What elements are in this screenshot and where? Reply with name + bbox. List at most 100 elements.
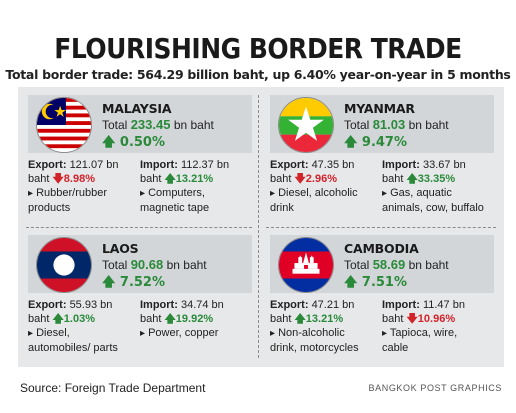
import-items: Gas, aquatic [390, 187, 452, 199]
export-column: Export: 47.21 bn baht 🡅13.21% ▸ Non-alco… [270, 298, 382, 355]
total-value: 81.03 [372, 117, 406, 132]
arrow-up-icon: 🡅 [164, 313, 176, 325]
import-unit: baht [140, 313, 162, 325]
export-label: Export: [28, 299, 67, 311]
arrow-up-icon: 🡅 [406, 173, 418, 185]
growth-value: 7.52% [119, 275, 166, 290]
import-unit: baht [382, 313, 404, 325]
export-unit: baht [270, 313, 292, 325]
import-unit: baht [382, 173, 404, 185]
laos-flag-icon [36, 237, 92, 293]
export-unit: baht [270, 173, 292, 185]
import-label: Import: [382, 159, 420, 171]
total-unit: bn baht [166, 258, 207, 272]
import-pct: 19.92% [175, 313, 214, 325]
triangle-bullet-icon: ▸ [140, 188, 146, 199]
export-column: Export: 121.07 bn baht 🡇8.98% ▸ Rubber/r… [28, 158, 140, 215]
country-card-laos: LAOS Total 90.68 bn baht 🡅 7.52% Export:… [22, 231, 252, 363]
export-items: Diesel, [36, 327, 70, 339]
total-unit: bn baht [408, 258, 449, 272]
export-change: 🡇2.96% [294, 173, 337, 185]
export-column: Export: 47.35 bn baht 🡇2.96% ▸ Diesel, a… [270, 158, 382, 215]
export-change: 🡅13.21% [294, 313, 343, 325]
total-prefix: Total [344, 258, 370, 272]
country-growth: 🡅 7.52% [102, 273, 165, 295]
import-items: cable [382, 342, 409, 354]
import-column: Import: 11.47 bn baht 🡇10.96% ▸ Tapioca,… [382, 298, 494, 355]
total-value: 233.45 [130, 117, 171, 132]
total-unit: bn baht [408, 118, 449, 132]
country-total: Total 58.69 bn baht [344, 257, 449, 272]
country-name: LAOS [102, 241, 139, 256]
arrow-up-icon: 🡅 [102, 275, 116, 290]
import-column: Import: 112.37 bn baht 🡅13.21% ▸ Compute… [140, 158, 252, 215]
triangle-bullet-icon: ▸ [28, 328, 34, 339]
arrow-up-icon: 🡅 [102, 135, 116, 150]
country-name: CAMBODIA [344, 241, 419, 256]
export-label: Export: [28, 159, 67, 171]
export-unit: baht [28, 313, 50, 325]
country-card-myanmar: MYANMAR Total 81.03 bn baht 🡅 9.47% Expo… [264, 91, 494, 223]
country-header: LAOS Total 90.68 bn baht 🡅 7.52% [28, 235, 252, 293]
import-items: Computers, [148, 187, 205, 199]
arrow-down-icon: 🡇 [406, 313, 418, 325]
export-column: Export: 55.93 bn baht 🡅1.03% ▸ Diesel, a… [28, 298, 140, 355]
country-name: MYANMAR [344, 101, 415, 116]
growth-value: 0.50% [119, 135, 166, 150]
export-value: 47.21 bn [311, 299, 355, 311]
arrow-up-icon: 🡅 [164, 173, 176, 185]
source-note: Source: Foreign Trade Department [20, 381, 206, 395]
export-items: products [28, 202, 71, 214]
export-unit: baht [28, 173, 50, 185]
triangle-bullet-icon: ▸ [28, 188, 34, 199]
country-header: MYANMAR Total 81.03 bn baht 🡅 9.47% [270, 95, 494, 153]
import-value: 34.74 bn [180, 299, 224, 311]
import-pct: 33.35% [417, 173, 456, 185]
import-change: 🡅33.35% [406, 173, 455, 185]
export-label: Export: [270, 299, 309, 311]
import-items: Tapioca, wire, [389, 327, 458, 339]
arrow-up-icon: 🡅 [52, 313, 64, 325]
country-growth: 🡅 7.51% [344, 273, 407, 295]
import-column: Import: 34.74 bn baht 🡅19.92% ▸ Power, c… [140, 298, 252, 341]
arrow-down-icon: 🡇 [294, 173, 306, 185]
import-items: animals, cow, buffalo [382, 202, 484, 214]
import-items: magnetic tape [140, 202, 210, 214]
import-pct: 10.96% [417, 313, 456, 325]
total-prefix: Total [102, 118, 128, 132]
total-value: 90.68 [130, 257, 164, 272]
malaysia-flag-icon [36, 97, 92, 153]
triangle-bullet-icon: ▸ [270, 328, 276, 339]
total-unit: bn baht [173, 118, 214, 132]
import-change: 🡅13.21% [164, 173, 213, 185]
graphics-credit: BANGKOK POST GRAPHICS [368, 383, 502, 393]
export-items: automobiles/ parts [28, 342, 118, 354]
total-value: 58.69 [372, 257, 406, 272]
country-total: Total 233.45 bn baht [102, 117, 214, 132]
import-items: Power, copper [148, 327, 219, 339]
export-items: Rubber/rubber [36, 187, 108, 199]
export-value: 47.35 bn [311, 159, 355, 171]
country-card-malaysia: MALAYSIA Total 233.45 bn baht 🡅 0.50% Ex… [22, 91, 252, 223]
horizontal-divider-right [266, 227, 496, 228]
export-items: Diesel, alcoholic [278, 187, 358, 199]
growth-value: 9.47% [361, 135, 408, 150]
arrow-up-icon: 🡅 [294, 313, 306, 325]
country-growth: 🡅 9.47% [344, 133, 407, 155]
import-pct: 13.21% [175, 173, 214, 185]
country-growth: 🡅 0.50% [102, 133, 165, 155]
arrow-up-icon: 🡅 [344, 135, 358, 150]
infographic-title: FLOURISHING BORDER TRADE [54, 32, 462, 65]
country-card-cambodia: CAMBODIA Total 58.69 bn baht 🡅 7.51% Exp… [264, 231, 494, 363]
infographic-subtitle: Total border trade: 564.29 billion baht,… [5, 67, 511, 82]
myanmar-flag-icon [278, 97, 334, 153]
arrow-down-icon: 🡇 [52, 173, 64, 185]
import-change: 🡇10.96% [406, 313, 455, 325]
export-value: 121.07 bn [69, 159, 119, 171]
export-items: drink, motorcycles [270, 342, 359, 354]
total-prefix: Total [102, 258, 128, 272]
export-pct: 8.98% [63, 173, 95, 185]
horizontal-divider-left [26, 227, 252, 228]
arrow-up-icon: 🡅 [344, 275, 358, 290]
triangle-bullet-icon: ▸ [382, 188, 388, 199]
